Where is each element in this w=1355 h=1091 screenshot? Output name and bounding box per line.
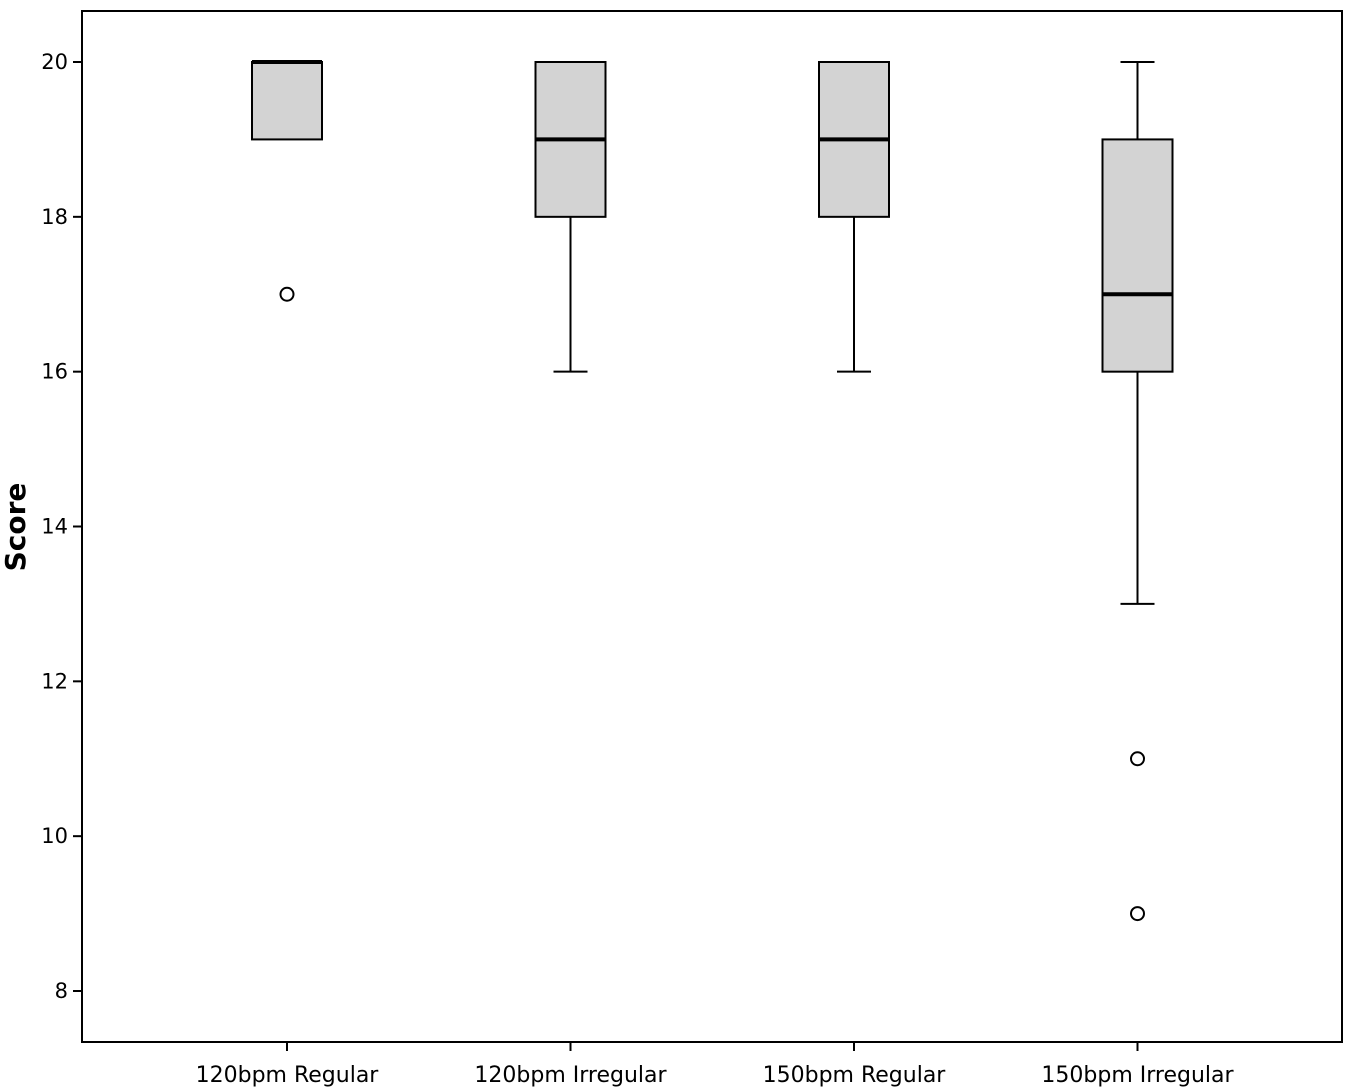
y-tick-label: 14	[41, 515, 68, 539]
y-axis-title: Score	[0, 483, 32, 572]
y-tick-label: 8	[55, 979, 68, 1003]
box-120bpm-irregular	[534, 61, 607, 373]
y-tick-label: 20	[41, 50, 68, 74]
iqr-box	[251, 61, 323, 141]
box-150bpm-irregular	[1101, 61, 1174, 922]
outlier-point	[279, 286, 295, 302]
x-category-label: 150bpm Regular	[763, 1063, 947, 1088]
box-120bpm-regular	[251, 60, 323, 302]
x-category-label: 150bpm Irregular	[1041, 1063, 1234, 1088]
y-tick-label: 12	[41, 669, 68, 693]
box-series	[251, 60, 1174, 922]
y-axis: 8 10 12 14 16 18 20	[41, 50, 82, 1003]
x-axis: 120bpm Regular 120bpm Irregular 150bpm Reg…	[196, 1042, 1235, 1088]
y-tick-label: 16	[41, 360, 68, 384]
iqr-box	[1101, 138, 1174, 373]
x-category-label: 120bpm Irregular	[474, 1063, 667, 1088]
box-150bpm-regular	[818, 61, 890, 373]
y-tick-label: 18	[41, 205, 68, 229]
outlier-point	[1130, 751, 1145, 767]
outlier-point	[1130, 906, 1145, 922]
x-category-label: 120bpm Regular	[196, 1063, 380, 1088]
y-tick-label: 10	[41, 824, 68, 848]
